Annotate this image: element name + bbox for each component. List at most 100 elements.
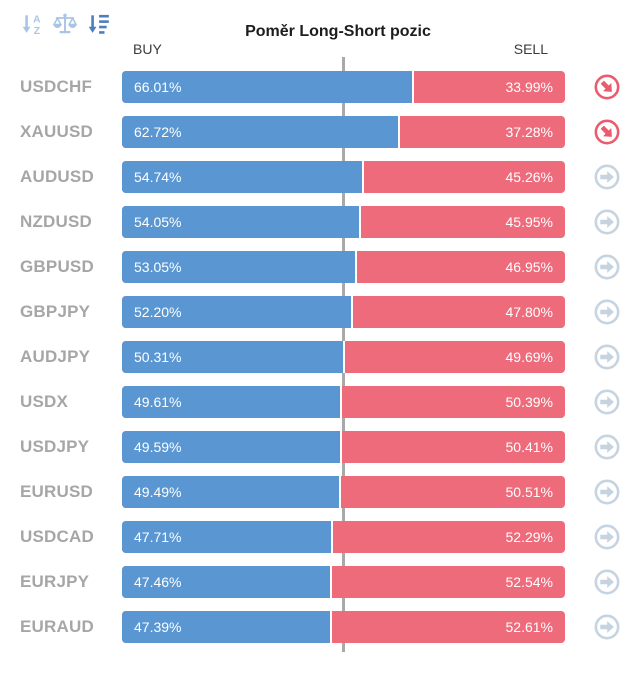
long-short-bar: 49.49% 50.51%	[122, 475, 565, 508]
ratio-row: GBPUSD 53.05% 46.95%	[0, 244, 636, 289]
trend-arrow-button[interactable]	[594, 209, 620, 235]
buy-percentage: 47.39%	[134, 618, 182, 635]
arrow-circle-icon	[594, 344, 620, 369]
balance-scale-icon[interactable]	[51, 9, 79, 39]
buy-segment: 49.49%	[122, 475, 342, 508]
trend-arrow-button[interactable]	[594, 254, 620, 280]
buy-segment: 54.05%	[122, 205, 362, 238]
trend-arrow-button[interactable]	[594, 299, 620, 325]
buy-percentage: 49.59%	[134, 438, 182, 455]
arrow-circle-icon	[594, 569, 620, 594]
ratio-row: EURUSD 49.49% 50.51%	[0, 469, 636, 514]
long-short-bar: 47.71% 52.29%	[122, 520, 565, 553]
bar-divider	[342, 340, 345, 373]
sell-percentage: 50.41%	[505, 438, 553, 455]
buy-segment: 50.31%	[122, 340, 345, 373]
symbol-label: GBPJPY	[20, 301, 91, 321]
ratio-row: USDX 49.61% 50.39%	[0, 379, 636, 424]
bar-divider	[412, 70, 415, 103]
sell-percentage: 45.95%	[505, 213, 553, 230]
buy-segment: 47.46%	[122, 565, 333, 598]
long-short-bar: 53.05% 46.95%	[122, 250, 565, 283]
sell-percentage: 37.28%	[505, 123, 553, 140]
ratio-row: XAUUSD 62.72% 37.28%	[0, 109, 636, 154]
ratio-row: GBPJPY 52.20% 47.80%	[0, 289, 636, 334]
sort-alphabetical-icon[interactable]: A Z	[18, 9, 46, 39]
arrow-circle-icon	[594, 299, 620, 324]
sort-amount-icon[interactable]	[84, 9, 112, 39]
symbol-label: AUDUSD	[20, 166, 94, 186]
symbol-label: EURUSD	[20, 481, 93, 501]
buy-segment: 66.01%	[122, 70, 415, 103]
trend-arrow-button[interactable]	[594, 74, 620, 100]
ratio-row: AUDUSD 54.74% 45.26%	[0, 154, 636, 199]
symbol-label: GBPUSD	[20, 256, 94, 276]
symbol-label: XAUUSD	[20, 121, 93, 141]
arrow-circle-icon	[594, 119, 620, 144]
ratio-row: NZDUSD 54.05% 45.95%	[0, 199, 636, 244]
trend-arrow-button[interactable]	[594, 569, 620, 595]
ratio-row: USDCAD 47.71% 52.29%	[0, 514, 636, 559]
sort-toolbar: A Z	[18, 9, 112, 39]
ratio-row: USDCHF 66.01% 33.99%	[0, 64, 636, 109]
arrow-circle-icon	[594, 479, 620, 504]
sell-percentage: 46.95%	[505, 258, 553, 275]
long-short-bar: 47.46% 52.54%	[122, 565, 565, 598]
sell-percentage: 52.29%	[505, 528, 553, 545]
ratio-row: EURAUD 47.39% 52.61%	[0, 604, 636, 649]
trend-arrow-button[interactable]	[594, 119, 620, 145]
sell-percentage: 47.80%	[505, 303, 553, 320]
sell-percentage: 45.26%	[505, 168, 553, 185]
buy-segment: 62.72%	[122, 115, 400, 148]
arrow-circle-icon	[594, 254, 620, 279]
buy-segment: 54.74%	[122, 160, 365, 193]
symbol-label: USDCAD	[20, 526, 94, 546]
page-title: Poměr Long-Short pozic	[245, 23, 431, 40]
sell-column-header: SELL	[513, 41, 548, 57]
long-short-bar: 50.31% 49.69%	[122, 340, 565, 373]
bar-divider	[339, 430, 342, 463]
trend-arrow-button[interactable]	[594, 614, 620, 640]
arrow-circle-icon	[594, 434, 620, 459]
svg-text:Z: Z	[34, 26, 40, 37]
symbol-label: EURAUD	[20, 616, 94, 636]
arrow-circle-icon	[594, 614, 620, 639]
trend-arrow-button[interactable]	[594, 344, 620, 370]
buy-segment: 47.71%	[122, 520, 334, 553]
buy-percentage: 54.74%	[134, 168, 182, 185]
long-short-bar: 49.61% 50.39%	[122, 385, 565, 418]
arrow-circle-icon	[594, 524, 620, 549]
trend-arrow-button[interactable]	[594, 524, 620, 550]
ratio-row: EURJPY 47.46% 52.54%	[0, 559, 636, 604]
symbol-label: USDX	[20, 391, 69, 411]
buy-segment: 49.61%	[122, 385, 342, 418]
trend-arrow-button[interactable]	[594, 434, 620, 460]
buy-percentage: 52.20%	[134, 303, 182, 320]
buy-percentage: 54.05%	[134, 213, 182, 230]
long-short-bar: 54.05% 45.95%	[122, 205, 565, 238]
long-short-bar: 54.74% 45.26%	[122, 160, 565, 193]
bar-divider	[397, 115, 400, 148]
symbol-label: AUDJPY	[20, 346, 91, 366]
arrow-circle-icon	[594, 389, 620, 414]
buy-percentage: 53.05%	[134, 258, 182, 275]
buy-percentage: 62.72%	[134, 123, 182, 140]
long-short-bar: 66.01% 33.99%	[122, 70, 565, 103]
long-short-bar: 49.59% 50.41%	[122, 430, 565, 463]
sell-percentage: 52.61%	[505, 618, 553, 635]
arrow-circle-icon	[594, 74, 620, 99]
buy-segment: 47.39%	[122, 610, 332, 643]
trend-arrow-button[interactable]	[594, 164, 620, 190]
sell-percentage: 50.51%	[505, 483, 553, 500]
trend-arrow-button[interactable]	[594, 389, 620, 415]
bar-divider	[362, 160, 365, 193]
buy-percentage: 49.49%	[134, 483, 182, 500]
trend-arrow-button[interactable]	[594, 479, 620, 505]
long-short-bar: 62.72% 37.28%	[122, 115, 565, 148]
arrow-circle-icon	[594, 164, 620, 189]
buy-percentage: 66.01%	[134, 78, 182, 95]
buy-segment: 49.59%	[122, 430, 342, 463]
ratio-row: AUDJPY 50.31% 49.69%	[0, 334, 636, 379]
buy-segment: 52.20%	[122, 295, 354, 328]
buy-percentage: 47.46%	[134, 573, 182, 590]
